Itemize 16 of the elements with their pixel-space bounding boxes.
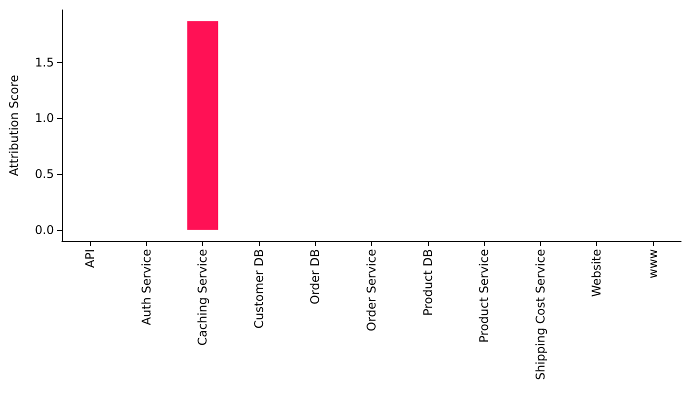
x-tick-label: www	[646, 248, 660, 278]
x-tick-label: Order DB	[308, 249, 322, 304]
x-tick-label: Shipping Cost Service	[533, 249, 548, 380]
x-tick-label: Website	[590, 249, 604, 297]
x-tick-label: API	[83, 249, 98, 268]
x-tick-label: Auth Service	[139, 249, 154, 326]
x-tick-label: Product Service	[477, 249, 492, 343]
y-tick-label: 0.0	[34, 222, 54, 237]
x-tick-label: Product DB	[420, 249, 435, 316]
x-tick-label: Customer DB	[252, 249, 266, 329]
x-tick-label: Order Service	[364, 249, 378, 332]
y-axis-title: Attribution Score	[7, 74, 21, 176]
x-tick-label: Caching Service	[196, 249, 210, 346]
y-tick-label: 1.0	[34, 111, 54, 126]
y-tick-label: 0.5	[34, 167, 54, 182]
y-tick-label: 1.5	[34, 55, 54, 70]
